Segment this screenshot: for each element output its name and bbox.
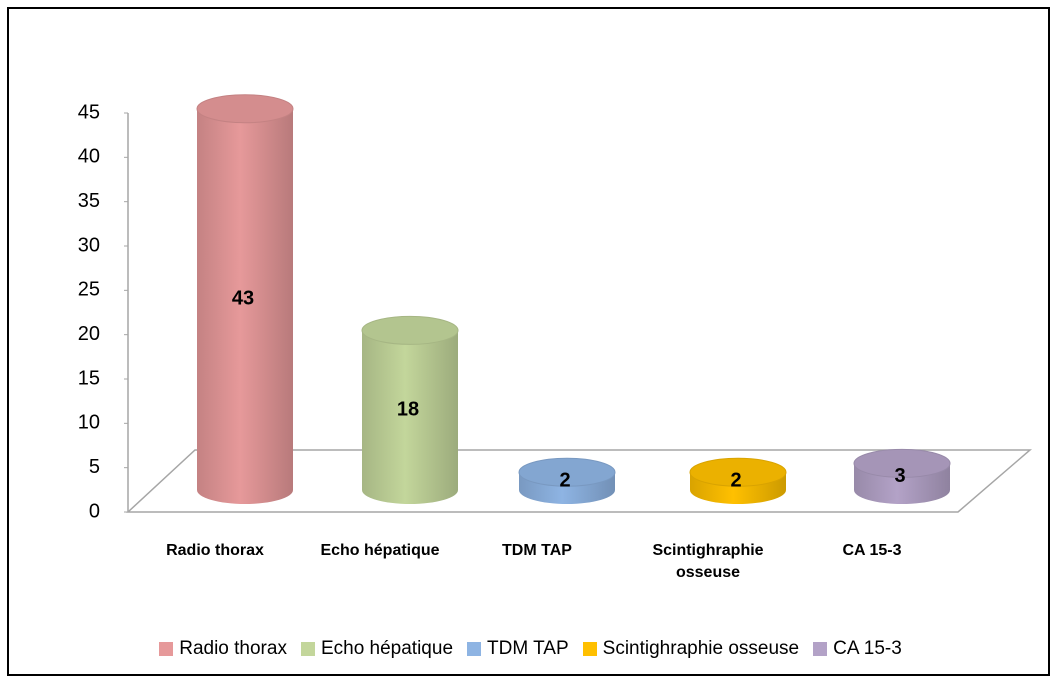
data-label: 18 xyxy=(397,398,419,420)
legend-item: Echo hépatique xyxy=(300,638,454,660)
legend-swatch xyxy=(582,642,597,656)
bar xyxy=(197,108,293,504)
legend-label: CA 15-3 xyxy=(833,638,902,659)
data-label: 3 xyxy=(894,465,905,487)
y-tick-label: 5 xyxy=(89,456,100,478)
chart-frame xyxy=(7,7,1050,676)
data-label: 2 xyxy=(730,469,741,491)
y-tick-label: 25 xyxy=(78,279,100,301)
legend-swatch xyxy=(159,642,174,656)
bar-top xyxy=(853,448,951,478)
data-label: 43 xyxy=(232,288,254,310)
x-tick-label: TDM TAP xyxy=(502,542,572,559)
legend-item: Radio thorax xyxy=(159,638,287,660)
y-tick-label: 40 xyxy=(78,146,100,168)
x-tick-label: Echo hépatique xyxy=(320,542,440,559)
legend: Radio thorax Echo hépatique TDM TAP Scintig… xyxy=(0,638,1061,660)
legend-swatch xyxy=(813,642,828,656)
bar-top xyxy=(196,94,294,124)
y-tick-label: 10 xyxy=(78,412,100,434)
x-tick-label: CA 15-3 xyxy=(842,542,902,559)
y-tick-label: 35 xyxy=(78,190,100,212)
legend-label: Echo hépatique xyxy=(320,638,454,659)
x-tick-label: Radio thorax xyxy=(166,542,264,559)
bar-top xyxy=(518,457,616,487)
legend-label: TDM TAP xyxy=(487,638,569,659)
y-tick-label: 15 xyxy=(78,367,100,389)
y-tick-label: 0 xyxy=(89,500,100,522)
y-tick-label: 45 xyxy=(78,101,100,123)
legend-label: Radio thorax xyxy=(179,638,287,659)
legend-swatch xyxy=(300,642,315,656)
bar-top xyxy=(361,315,459,345)
x-tick-label: Scintighraphie osseuse xyxy=(652,542,764,581)
bar xyxy=(362,330,458,504)
y-tick-label: 30 xyxy=(78,234,100,256)
y-tick-label: 20 xyxy=(78,323,100,345)
legend-swatch xyxy=(467,642,482,656)
bar-top xyxy=(689,457,787,487)
legend-item: Scintighraphie osseuse xyxy=(582,638,800,660)
legend-item: CA 15-3 xyxy=(813,638,902,660)
legend-label: Scintighraphie osseuse xyxy=(602,638,800,659)
legend-item: TDM TAP xyxy=(467,638,569,660)
data-label: 2 xyxy=(559,469,570,491)
